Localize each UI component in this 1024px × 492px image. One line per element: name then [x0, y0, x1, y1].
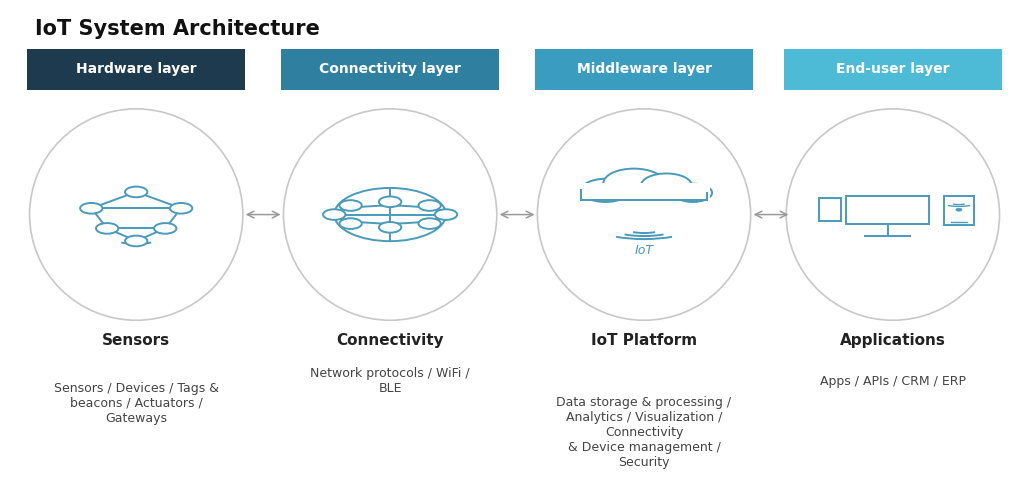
Circle shape — [154, 223, 176, 234]
Circle shape — [339, 200, 361, 211]
Text: Network protocols / WiFi /
BLE: Network protocols / WiFi / BLE — [310, 368, 470, 396]
Text: Sensors: Sensors — [102, 333, 170, 348]
Circle shape — [339, 218, 361, 229]
Circle shape — [80, 203, 102, 214]
Ellipse shape — [538, 109, 751, 320]
FancyBboxPatch shape — [27, 49, 246, 90]
Circle shape — [324, 209, 345, 220]
Circle shape — [603, 169, 665, 198]
FancyBboxPatch shape — [819, 198, 841, 221]
FancyBboxPatch shape — [281, 49, 500, 90]
Text: Data storage & processing /
Analytics / Visualization /
Connectivity
& Device ma: Data storage & processing / Analytics / … — [556, 396, 731, 469]
FancyBboxPatch shape — [944, 196, 974, 225]
Circle shape — [125, 236, 147, 246]
Text: Hardware layer: Hardware layer — [76, 62, 197, 76]
Text: Apps / APIs / CRM / ERP: Apps / APIs / CRM / ERP — [820, 375, 966, 388]
Text: Sensors / Devices / Tags &
beacons / Actuators /
Gateways: Sensors / Devices / Tags & beacons / Act… — [53, 382, 219, 425]
Ellipse shape — [334, 206, 446, 223]
Circle shape — [955, 208, 962, 211]
Text: IoT: IoT — [635, 245, 653, 257]
FancyBboxPatch shape — [846, 196, 930, 224]
Circle shape — [334, 188, 446, 241]
Ellipse shape — [284, 109, 497, 320]
Ellipse shape — [30, 109, 243, 320]
Circle shape — [125, 186, 147, 197]
Text: Connectivity layer: Connectivity layer — [319, 62, 461, 76]
Circle shape — [581, 179, 630, 202]
Text: Connectivity: Connectivity — [336, 333, 444, 348]
Circle shape — [674, 184, 712, 202]
Text: IoT System Architecture: IoT System Architecture — [35, 19, 319, 39]
Circle shape — [419, 218, 440, 229]
Ellipse shape — [334, 210, 446, 219]
Ellipse shape — [786, 109, 999, 320]
Circle shape — [379, 222, 401, 233]
FancyBboxPatch shape — [578, 183, 710, 200]
Circle shape — [170, 203, 193, 214]
Text: Applications: Applications — [840, 333, 946, 348]
FancyBboxPatch shape — [783, 49, 1002, 90]
Circle shape — [419, 200, 440, 211]
Text: End-user layer: End-user layer — [837, 62, 949, 76]
Circle shape — [641, 174, 692, 198]
Text: Middleware layer: Middleware layer — [577, 62, 712, 76]
Circle shape — [96, 223, 119, 234]
FancyBboxPatch shape — [535, 49, 754, 90]
Circle shape — [435, 209, 457, 220]
Circle shape — [379, 196, 401, 207]
Text: IoT Platform: IoT Platform — [591, 333, 697, 348]
